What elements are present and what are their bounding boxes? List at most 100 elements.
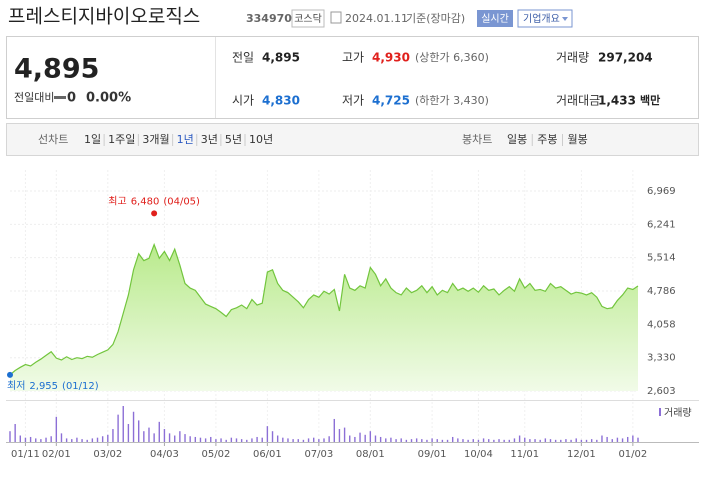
volume-legend: 거래량 xyxy=(664,407,692,419)
y-tick-label: 6,969 xyxy=(647,186,676,197)
range-tab[interactable]: 3개월 xyxy=(142,133,169,146)
volume-bar xyxy=(276,435,279,442)
candle-tab[interactable]: 주봉 xyxy=(537,133,557,146)
volume-bar xyxy=(318,439,320,442)
volume-bar xyxy=(498,439,500,442)
volume-bar xyxy=(251,438,253,442)
volume-bar xyxy=(338,429,341,442)
range-tab[interactable]: 1일 xyxy=(84,132,101,146)
volume-bar xyxy=(632,435,634,442)
tab-group-label: 선차트 xyxy=(38,133,68,146)
volume-bar xyxy=(359,432,361,442)
y-tick-label: 4,786 xyxy=(647,286,676,297)
volume-bar xyxy=(457,438,459,442)
volume-bar xyxy=(35,438,37,442)
volume-bar xyxy=(282,437,284,442)
volume-bar xyxy=(441,439,444,442)
field-unit: 백만 xyxy=(640,93,660,107)
volume-bar xyxy=(524,437,526,442)
volume-bar xyxy=(240,439,243,442)
volume-bar xyxy=(101,436,104,442)
volume-bar xyxy=(503,439,505,442)
field-value: 4,930 xyxy=(372,51,410,65)
dropdown-arrow xyxy=(562,17,568,21)
volume-bar xyxy=(374,435,377,442)
range-tab[interactable]: 10년 xyxy=(249,133,273,146)
candle-tab[interactable]: 월봉 xyxy=(568,133,588,146)
volume-bar xyxy=(158,421,160,442)
volume-bar xyxy=(482,438,485,442)
x-tick-label: 11/01 xyxy=(510,449,539,460)
volume-bar xyxy=(174,435,176,442)
extreme-marker xyxy=(151,210,158,217)
realtime-button[interactable] xyxy=(477,10,513,27)
volume-bar xyxy=(86,439,88,442)
volume-bar xyxy=(297,439,299,442)
volume-bar xyxy=(616,437,619,442)
field-value: 297,204 xyxy=(598,51,653,65)
company-button[interactable] xyxy=(517,9,573,28)
volume-bar xyxy=(55,416,58,442)
volume-bar xyxy=(580,439,583,442)
volume-bar xyxy=(570,439,572,442)
volume-bar xyxy=(462,439,464,442)
x-tick-label: 07/03 xyxy=(304,449,333,460)
x-tick-label: 02/01 xyxy=(42,449,71,460)
volume-bar xyxy=(400,438,402,442)
realtime[interactable]: 실시간 xyxy=(481,13,509,25)
volume-bar xyxy=(122,406,124,442)
volume-bar xyxy=(349,435,351,442)
volume-bar xyxy=(379,436,382,442)
volume-bar xyxy=(45,437,47,442)
x-tick-label: 01/11 xyxy=(11,449,40,460)
volume-bar xyxy=(9,431,11,442)
volume-bar xyxy=(307,438,310,442)
volume-bar xyxy=(256,436,258,442)
volume-bar xyxy=(472,439,474,442)
volume-bar xyxy=(328,436,330,442)
field-value: 4,830 xyxy=(262,94,300,108)
volume-bar xyxy=(513,438,516,442)
volume-bar xyxy=(292,439,294,442)
range-tab[interactable]: 1주일 xyxy=(108,132,135,146)
volume-bar xyxy=(107,434,109,442)
volume-bar xyxy=(225,439,227,442)
summary-box xyxy=(6,36,699,119)
candle-tab[interactable]: 일봉 xyxy=(507,132,527,146)
volume-bar xyxy=(343,427,346,442)
field-label: 거래량 xyxy=(556,51,589,65)
range-tab[interactable]: 5년 xyxy=(225,133,242,146)
x-tick-label: 01/02 xyxy=(618,449,647,460)
flat-icon xyxy=(54,96,66,99)
extreme-label: 최고 6,480 (04/05) xyxy=(108,195,200,207)
calendar-icon xyxy=(330,11,342,24)
volume-bar xyxy=(71,439,73,442)
volume-bar xyxy=(143,431,145,442)
company[interactable]: 기업개요 xyxy=(523,12,560,25)
volume-bar xyxy=(488,439,490,442)
volume-bar xyxy=(354,436,356,442)
extreme-date: (01/12) xyxy=(62,381,99,392)
date: 2024.01.11 xyxy=(345,12,408,25)
range-tab[interactable]: 3년 xyxy=(201,133,218,146)
volume-bar xyxy=(627,436,629,442)
extreme-label: 최저 xyxy=(7,380,25,392)
range-tab[interactable]: 1년 xyxy=(177,133,194,146)
field-label: 전일 xyxy=(232,51,254,65)
volume-bar xyxy=(477,439,480,442)
field-label: 저가 xyxy=(342,94,364,108)
volume-bar xyxy=(390,437,392,442)
volume-bar xyxy=(575,438,577,442)
volume-bar xyxy=(117,414,119,442)
volume-bar xyxy=(148,427,150,442)
volume-bar xyxy=(261,437,263,442)
extreme-value-label: 2,955 xyxy=(29,381,58,392)
field-value: 4,725 xyxy=(372,94,410,108)
volume-bar xyxy=(405,439,408,442)
volume-bar xyxy=(153,433,155,442)
volume-bar xyxy=(235,438,238,442)
volume-bar xyxy=(215,439,217,442)
volume-bar xyxy=(493,439,495,442)
volume-bar xyxy=(467,439,469,442)
